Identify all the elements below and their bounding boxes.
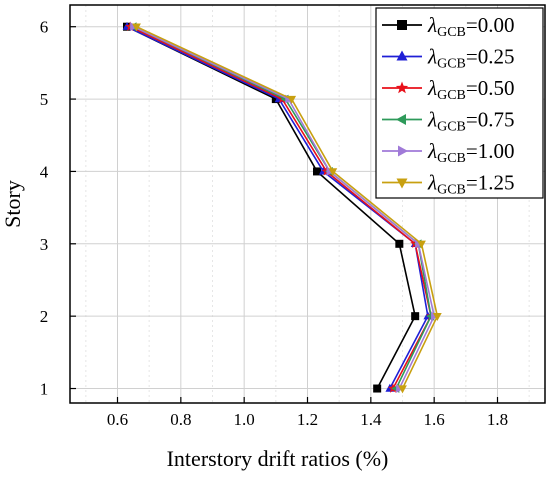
legend-label: λGCB=1.25	[427, 171, 515, 198]
legend-symbol: λ	[427, 13, 437, 37]
y-tick-label: 2	[40, 307, 49, 326]
legend-value: =1.00	[466, 139, 515, 163]
data-point-marker	[411, 312, 420, 321]
data-point-marker	[432, 312, 442, 321]
series-5	[132, 23, 442, 394]
legend-item: λGCB=1.00	[382, 139, 515, 166]
legend-value: =0.75	[466, 108, 515, 132]
legend-subscript: GCB	[437, 120, 466, 135]
data-point-marker	[132, 23, 141, 32]
legend-label: λGCB=0.75	[427, 108, 515, 135]
legend-value: =0.50	[466, 76, 515, 100]
x-axis-title: Interstory drift ratios (%)	[167, 446, 389, 471]
legend-box	[375, 7, 544, 199]
data-point-marker	[395, 239, 404, 248]
legend-item: λGCB=0.25	[382, 45, 515, 72]
legend-symbol: λ	[427, 139, 437, 163]
y-axis-title: Story	[0, 180, 25, 228]
legend-value: =0.00	[466, 13, 515, 37]
axis-ticks: 0.6 0.8 1.0 1.2 1.4 1.6 1.8 1 2 3 4 5 6	[40, 18, 508, 429]
legend-value: =1.25	[466, 171, 515, 195]
legend-item: λGCB=0.75	[382, 108, 515, 135]
data-point-marker	[398, 385, 407, 394]
legend-item: λGCB=1.25	[382, 171, 515, 198]
data-point-marker	[417, 240, 426, 249]
legend-symbol: λ	[427, 76, 437, 100]
legend: λGCB=0.00λGCB=0.25λGCB=0.50λGCB=0.75λGCB…	[375, 7, 544, 199]
data-point-marker	[396, 114, 406, 125]
x-tick-label: 1.8	[487, 410, 508, 429]
legend-subscript: GCB	[437, 25, 466, 40]
legend-label: λGCB=0.25	[427, 45, 515, 72]
legend-subscript: GCB	[437, 183, 466, 198]
y-tick-label: 4	[40, 162, 49, 181]
series-group	[122, 21, 442, 394]
data-point-marker	[395, 81, 409, 94]
legend-symbol: λ	[427, 108, 437, 132]
legend-label: λGCB=1.00	[427, 139, 515, 166]
legend-subscript: GCB	[437, 57, 466, 72]
data-point-marker	[397, 20, 407, 30]
data-point-marker	[396, 50, 408, 61]
data-point-marker	[271, 95, 280, 104]
y-tick-label: 3	[40, 235, 49, 254]
legend-symbol: λ	[427, 45, 437, 69]
legend-item: λGCB=0.50	[382, 76, 515, 103]
x-tick-label: 1.6	[424, 410, 445, 429]
series-line	[136, 25, 439, 389]
series-line	[126, 25, 417, 389]
y-tick-label: 1	[40, 380, 49, 399]
data-point-marker	[328, 168, 338, 177]
legend-symbol: λ	[427, 171, 437, 195]
data-point-marker	[396, 178, 408, 189]
data-point-marker	[287, 95, 297, 104]
x-tick-label: 1.4	[360, 410, 382, 429]
series-line	[132, 25, 436, 389]
data-point-marker	[398, 145, 408, 157]
legend-subscript: GCB	[437, 88, 466, 103]
series-line	[126, 25, 429, 389]
legend-subscript: GCB	[437, 151, 466, 166]
x-tick-label: 1.2	[297, 410, 318, 429]
y-tick-label: 5	[40, 90, 49, 109]
legend-value: =0.25	[466, 45, 515, 69]
x-tick-label: 0.8	[170, 410, 191, 429]
legend-label: λGCB=0.50	[427, 76, 515, 103]
legend-label: λGCB=0.00	[427, 13, 515, 40]
y-tick-label: 6	[40, 18, 49, 37]
legend-item: λGCB=0.00	[382, 13, 515, 40]
x-tick-label: 0.6	[107, 410, 128, 429]
data-point-marker	[313, 167, 321, 176]
x-tick-label: 1.0	[234, 410, 255, 429]
data-point-marker	[373, 384, 382, 393]
